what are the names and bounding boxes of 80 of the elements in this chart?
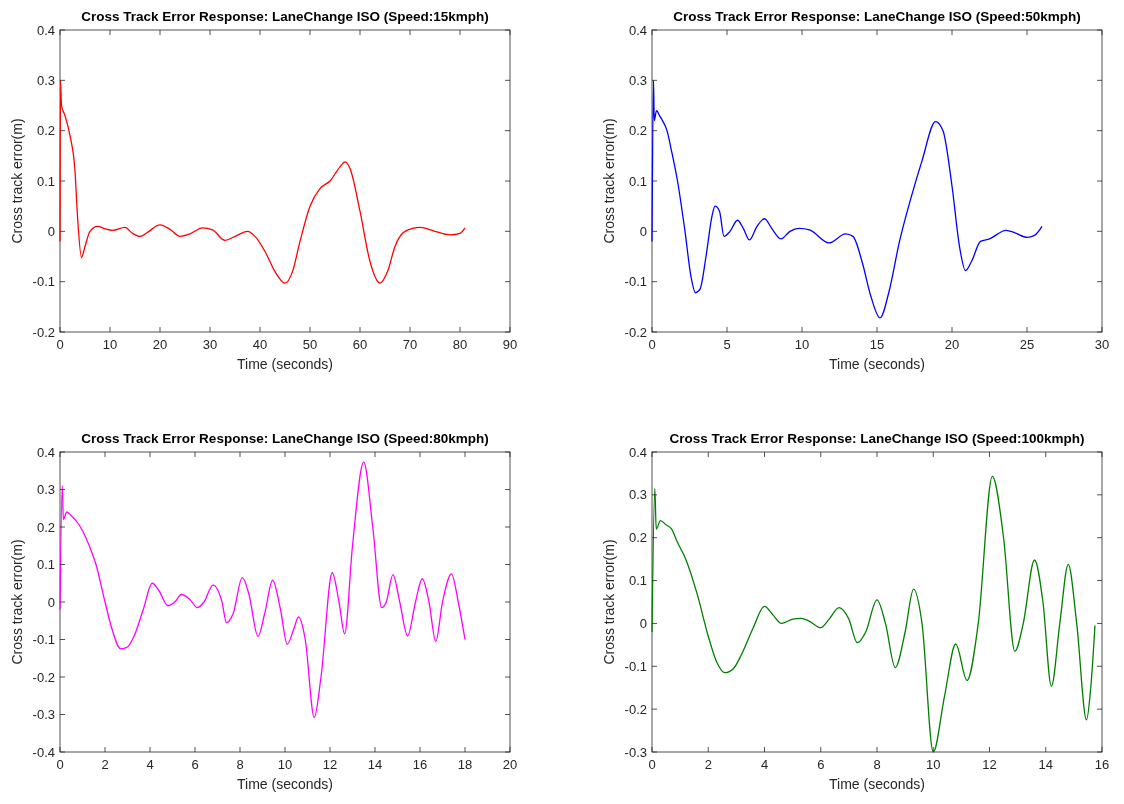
x-tick-label: 20 [502,757,518,772]
x-tick-label: 15 [869,337,885,352]
x-tick-label: 60 [352,337,368,352]
x-tick-label: 18 [457,757,473,772]
y-tick-label: 0 [639,223,647,239]
x-axis-title: Time (seconds) [237,356,333,372]
x-tick-label: 16 [412,757,428,772]
x-tick-label: 10 [794,337,810,352]
x-tick-label: 40 [252,337,268,352]
y-tick-label: 0.2 [628,123,647,139]
y-tick-label: 0.4 [36,22,55,38]
x-tick-label: 30 [202,337,218,352]
y-tick-label: 0.1 [628,573,647,589]
y-tick-label: 0 [47,594,55,610]
chart-title: Cross Track Error Response: LaneChange ISO (Speed:100kmph) [669,431,1085,446]
x-tick-label: 50 [302,337,318,352]
x-tick-label: 10 [926,757,941,772]
x-axis-title: Time (seconds) [829,776,925,792]
y-tick-label: 0.1 [36,173,55,189]
y-tick-label: 0 [639,615,647,631]
y-tick-label: 0.3 [628,487,647,503]
y-tick-label: 0.2 [628,530,647,546]
x-tick-label: 2 [704,757,712,772]
y-tick-label: -0.2 [624,701,647,717]
x-tick-label: 12 [982,757,997,772]
x-tick-label: 8 [236,757,244,772]
y-tick-label: 0.3 [36,482,55,497]
y-tick-label: 0.4 [628,22,647,38]
x-tick-label: 90 [502,337,518,352]
line-series [651,475,1096,753]
x-tick-label: 6 [191,757,199,772]
x-tick-label: 8 [873,757,881,772]
x-tick-label: 5 [723,337,731,352]
chart-title: Cross Track Error Response: LaneChange ISO (Speed:80kmph) [81,431,489,446]
x-tick-label: 10 [277,757,293,772]
y-tick-label: 0.1 [36,557,55,572]
x-tick-label: 4 [146,757,154,772]
x-tick-label: 70 [402,337,418,352]
y-tick-label: 0.1 [628,173,647,189]
y-tick-label: -0.1 [624,658,647,674]
line-series [651,79,1043,319]
chart-title: Cross Track Error Response: LaneChange ISO (Speed:50kmph) [673,9,1081,24]
x-tick-label: 4 [760,757,769,772]
y-tick-label: -0.2 [32,669,55,685]
y-tick-label: 0.4 [628,444,647,460]
x-tick-label: 12 [322,757,338,772]
x-tick-label: 20 [944,337,960,352]
x-tick-label: 10 [102,337,118,352]
y-tick-label: -0.3 [624,744,647,760]
y-axis-title: Cross track error(m) [9,539,25,665]
y-tick-label: 0.3 [36,72,55,88]
y-axis-title: Cross track error(m) [601,118,617,244]
x-tick-label: 14 [367,757,383,772]
x-tick-label: 14 [1038,757,1053,772]
y-tick-label: -0.4 [32,744,55,760]
y-tick-label: 0.3 [628,72,647,88]
x-tick-label: 16 [1094,757,1110,772]
x-tick-label: 6 [817,757,825,772]
x-tick-label: 25 [1019,337,1035,352]
y-tick-label: -0.1 [624,274,647,290]
y-tick-label: 0.2 [36,519,55,535]
y-tick-label: -0.3 [32,707,55,722]
y-tick-label: 0.2 [36,123,55,139]
y-axis-title: Cross track error(m) [9,118,25,244]
chart-title: Cross Track Error Response: LaneChange ISO (Speed:15kmph) [81,9,489,24]
y-tick-label: 0.4 [36,444,55,460]
y-tick-label: -0.1 [32,274,55,290]
line-series [59,461,466,719]
x-tick-label: 2 [101,757,109,772]
y-tick-label: -0.2 [624,324,647,340]
y-axis-title: Cross track error(m) [601,539,617,665]
y-tick-label: 0 [47,223,55,239]
x-axis-title: Time (seconds) [829,356,925,372]
y-tick-label: -0.1 [32,632,55,647]
x-axis-title: Time (seconds) [237,776,333,792]
y-tick-label: -0.2 [32,324,55,340]
line-series [59,79,466,284]
x-tick-label: 30 [1094,337,1110,352]
x-tick-label: 20 [152,337,168,352]
x-tick-label: 80 [452,337,468,352]
